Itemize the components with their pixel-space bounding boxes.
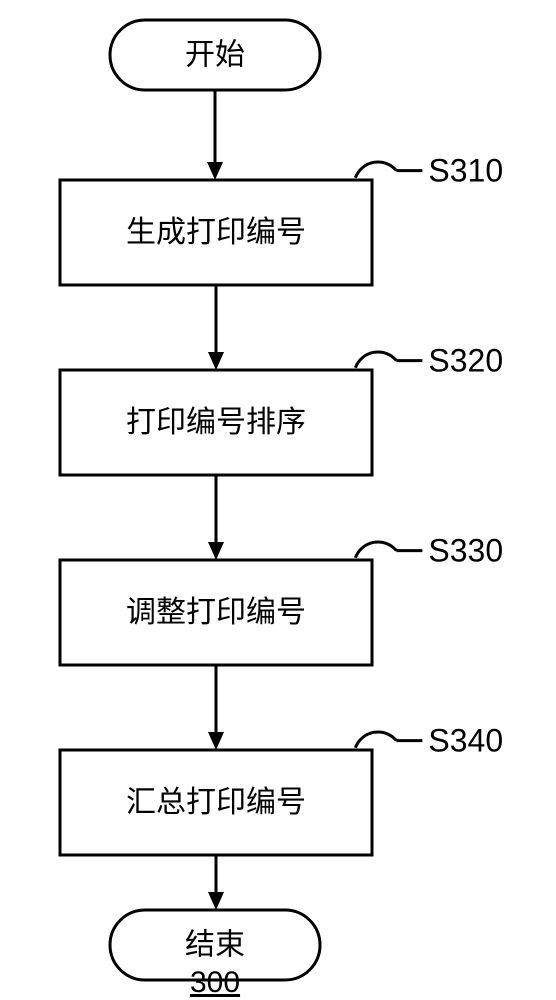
s310-step-label: S310 <box>428 153 503 189</box>
s340-step-label: S340 <box>428 723 503 759</box>
start-label: 开始 <box>185 39 245 72</box>
s310-label: 生成打印编号 <box>126 216 306 249</box>
s340-label: 汇总打印编号 <box>126 786 306 819</box>
s320-step-label: S320 <box>428 343 503 379</box>
s320-callout-arc <box>355 352 396 368</box>
edge-s330-s340-arrowhead <box>208 732 224 750</box>
s320-label: 打印编号排序 <box>126 406 306 439</box>
edge-s320-s330-arrowhead <box>208 542 224 560</box>
flowchart-svg: 开始生成打印编号 S310 打印编号排序 S320 调整打印编号 S330 汇总打印编号 S3… <box>0 0 556 1000</box>
s330-step-label: S330 <box>428 533 503 569</box>
edge-start-s310-arrowhead <box>207 162 223 180</box>
edge-s340-end-arrowhead <box>208 892 224 910</box>
s330-callout-arc <box>355 542 396 558</box>
s330-label: 调整打印编号 <box>126 596 306 629</box>
edge-s310-s320-arrowhead <box>208 352 224 370</box>
figure-label: 300 <box>190 966 240 999</box>
s310-callout-arc <box>355 162 396 178</box>
end-label: 结束 <box>185 929 245 962</box>
s340-callout-arc <box>355 732 396 748</box>
